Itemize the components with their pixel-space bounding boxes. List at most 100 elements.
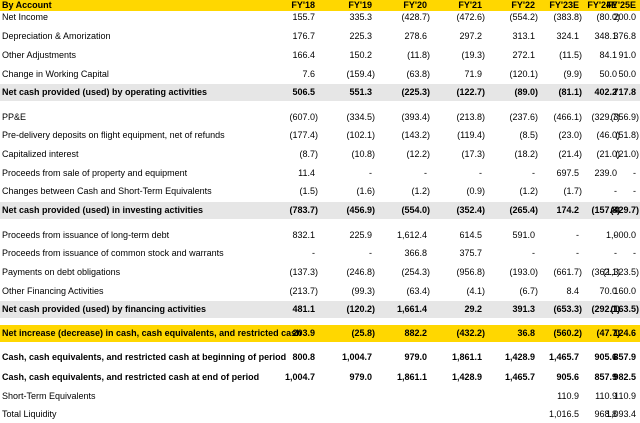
value-cell: (47.7) (596, 328, 620, 338)
value-cell: 1,004.7 (341, 352, 372, 362)
value-cell: (1.5) (299, 186, 318, 196)
value-cell: (432.2) (456, 328, 485, 338)
value-cell: - (479, 168, 482, 178)
value-cell: (237.6) (509, 112, 538, 122)
value-cell: (80.0) (596, 12, 620, 22)
value-cell: (1.2) (519, 186, 538, 196)
header-label: By Account (2, 0, 52, 10)
row-label: Pre-delivery deposits on flight equipmen… (2, 130, 225, 140)
value-cell: 1,000.0 (605, 230, 636, 240)
value-cell: - (614, 248, 617, 258)
row-label: Proceeds from sale of property and equip… (2, 168, 188, 178)
table-row: Proceeds from issuance of common stock a… (0, 245, 640, 262)
value-cell: (956.8) (456, 267, 485, 277)
table-row: Depreciation & Amorization 176.7 225.3 278.… (0, 28, 640, 45)
value-cell: 84.1 (599, 50, 617, 60)
value-cell: 1,093.4 (605, 409, 636, 419)
value-cell: 29.2 (464, 304, 482, 314)
value-cell: (1.7) (563, 186, 582, 196)
value-cell: (10.8) (351, 149, 375, 159)
table-row: Change in Working Capital 7.6 (159.4) (63.8… (0, 66, 640, 83)
value-cell: 110.9 (614, 391, 636, 401)
value-cell: 203.9 (292, 328, 315, 338)
value-cell: 376.8 (613, 31, 636, 41)
table-row: Payments on debt obligations (137.3) (246.… (0, 264, 640, 281)
value-cell: (143.2) (401, 130, 430, 140)
table-row: Cash, cash equivalents, and restricted c… (0, 369, 640, 386)
table-row: Pre-delivery deposits on flight equipmen… (0, 127, 640, 144)
header-cell: FY'19 (348, 0, 372, 10)
table-row: Net cash provided (used) by financing ac… (0, 301, 640, 318)
value-cell: (246.8) (346, 267, 375, 277)
value-cell: 200.0 (613, 12, 636, 22)
value-cell: (23.0) (558, 130, 582, 140)
value-cell: (4.1) (466, 286, 485, 296)
value-cell: (393.4) (401, 112, 430, 122)
value-cell: (213.8) (456, 112, 485, 122)
value-cell: 150.2 (349, 50, 372, 60)
value-cell: - (369, 168, 372, 178)
value-cell: (265.4) (509, 205, 538, 215)
value-cell: (18.2) (514, 149, 538, 159)
value-cell: - (614, 230, 617, 240)
value-cell: 155.7 (292, 12, 315, 22)
value-cell: (554.0) (401, 205, 430, 215)
row-label: Other Adjustments (2, 50, 77, 60)
value-cell: 982.5 (613, 372, 636, 382)
value-cell: 36.8 (517, 328, 535, 338)
value-cell: (213.7) (289, 286, 318, 296)
value-cell: - (369, 248, 372, 258)
value-cell: 832.1 (292, 230, 315, 240)
row-label: Cash, cash equivalents, and restricted c… (2, 352, 287, 362)
row-label: Net Income (2, 12, 49, 22)
value-cell: (429.7) (610, 205, 639, 215)
value-cell: 7.6 (302, 69, 315, 79)
value-cell: (21.0) (615, 149, 639, 159)
value-cell: (254.3) (401, 267, 430, 277)
value-cell: 239.0 (594, 168, 617, 178)
value-cell: (428.7) (401, 12, 430, 22)
value-cell: (11.5) (559, 50, 582, 60)
row-label: Payments on debt obligations (2, 267, 121, 277)
value-cell: 176.7 (292, 31, 315, 41)
table-row: Proceeds from issuance of long-term debt… (0, 227, 640, 244)
value-cell: (81.1) (558, 87, 582, 97)
table-row: Short-Term Equivalents 110.9 110.9 110.9 (0, 388, 640, 405)
value-cell: 905.6 (556, 372, 579, 382)
value-cell: (554.2) (509, 12, 538, 22)
value-cell: (12.2) (406, 149, 430, 159)
value-cell: (607.0) (289, 112, 318, 122)
value-cell: 1,428.9 (451, 372, 482, 382)
value-cell: 402.2 (594, 87, 617, 97)
value-cell: (99.3) (351, 286, 375, 296)
value-cell: (177.4) (289, 130, 318, 140)
value-cell: 225.9 (349, 230, 372, 240)
value-cell: 882.2 (404, 328, 427, 338)
value-cell: 278.6 (404, 31, 427, 41)
value-cell: 979.0 (404, 352, 427, 362)
value-cell: 110.9 (557, 391, 579, 401)
value-cell: 614.5 (459, 230, 482, 240)
value-cell: (25.8) (351, 328, 375, 338)
table-row: Net increase (decrease) in cash, cash eq… (0, 325, 640, 342)
value-cell: 8.4 (566, 286, 579, 296)
value-cell: (456.9) (346, 205, 375, 215)
header-row: By Account FY'18 FY'19 FY'20 FY'21 FY'22 FY'23… (0, 0, 640, 11)
value-cell: (137.3) (289, 267, 318, 277)
value-cell: 110.9 (595, 391, 617, 401)
value-cell: 272.1 (512, 50, 535, 60)
value-cell: - (312, 248, 315, 258)
value-cell: 857.9 (613, 352, 636, 362)
value-cell: - (532, 248, 535, 258)
row-label: Net cash provided (used) in investing ac… (2, 205, 204, 215)
value-cell: 313.1 (512, 31, 535, 41)
value-cell: 1,861.1 (396, 372, 427, 382)
value-cell: 160.0 (613, 286, 636, 296)
value-cell: 50.0 (618, 69, 636, 79)
value-cell: 11.4 (298, 168, 315, 178)
value-cell: 391.3 (512, 304, 535, 314)
value-cell: (8.5) (519, 130, 538, 140)
value-cell: (783.7) (289, 205, 318, 215)
value-cell: (21.0) (596, 149, 620, 159)
value-cell: 551.3 (349, 87, 372, 97)
